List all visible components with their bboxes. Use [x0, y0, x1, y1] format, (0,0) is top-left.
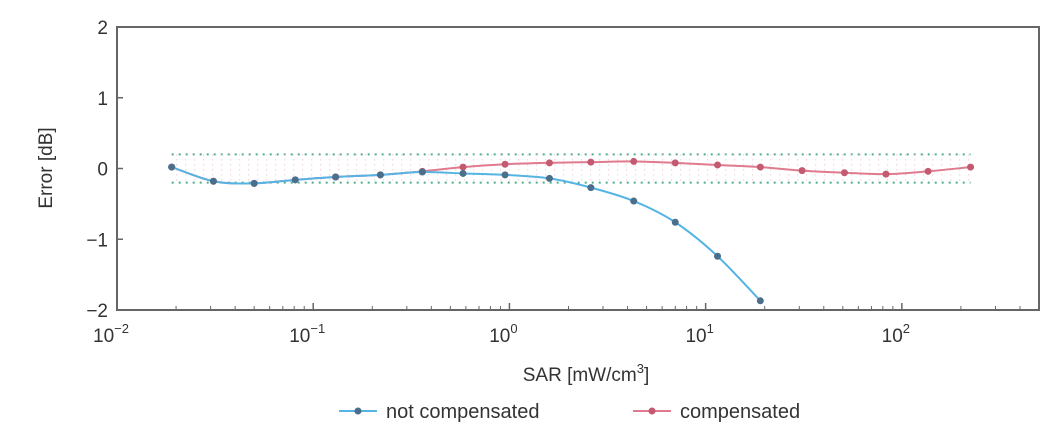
series-layer — [168, 157, 975, 305]
y-axis-label: Error [dB] — [36, 127, 57, 208]
data-point-not-compensated — [545, 174, 553, 182]
data-point-compensated — [459, 163, 467, 171]
data-point-not-compensated — [630, 197, 638, 205]
data-point-not-compensated — [209, 177, 217, 185]
legend: not compensated compensated — [339, 401, 800, 423]
data-point-not-compensated — [250, 179, 258, 187]
x-tick-label: 100 — [489, 321, 517, 347]
data-point-compensated — [587, 158, 595, 166]
x-tick-label: 10−1 — [289, 321, 325, 347]
data-point-not-compensated — [418, 168, 426, 176]
data-point-not-compensated — [459, 169, 467, 177]
x-tick-label: 101 — [685, 321, 713, 347]
data-point-compensated — [630, 157, 638, 165]
y-tick-label: 2 — [97, 18, 108, 39]
legend-label-compensated: compensated — [680, 401, 800, 423]
legend-label-not-compensated: not compensated — [386, 401, 539, 423]
legend-marker-compensated — [648, 407, 656, 415]
x-axis-label-sup: 3 — [637, 361, 644, 376]
data-point-compensated — [714, 161, 722, 169]
y-tick-label: −2 — [86, 301, 108, 322]
data-point-compensated — [882, 170, 890, 178]
data-point-compensated — [756, 163, 764, 171]
data-point-compensated — [967, 163, 975, 171]
y-tick-label: 1 — [97, 89, 108, 110]
data-point-not-compensated — [168, 163, 176, 171]
x-axis-label-main: SAR [mW/cm — [523, 365, 637, 386]
legend-marker-not-compensated — [354, 407, 362, 415]
data-point-compensated — [840, 169, 848, 177]
y-tick-label: 0 — [97, 160, 108, 181]
x-axis-label: SAR [mW/cm3] — [523, 361, 650, 386]
x-axis: 10−2 10−1 100 101 102 — [93, 303, 1040, 347]
data-point-not-compensated — [587, 184, 595, 192]
x-tick-label: 102 — [882, 321, 910, 347]
data-point-not-compensated — [376, 171, 384, 179]
plot-area — [116, 26, 1040, 311]
data-point-compensated — [545, 159, 553, 167]
data-point-compensated — [798, 167, 806, 175]
data-point-compensated — [924, 167, 932, 175]
data-point-not-compensated — [714, 252, 722, 260]
data-point-not-compensated — [501, 171, 509, 179]
data-point-not-compensated — [756, 297, 764, 305]
y-axis: 2 1 0 −1 −2 — [86, 18, 123, 322]
y-tick-label: −1 — [86, 230, 108, 251]
x-tick-label: 10−2 — [93, 321, 129, 347]
data-point-not-compensated — [332, 173, 340, 181]
data-point-not-compensated — [671, 218, 679, 226]
x-axis-label-tail: ] — [644, 365, 649, 386]
data-point-compensated — [671, 159, 679, 167]
data-point-not-compensated — [291, 176, 299, 184]
data-point-compensated — [501, 160, 509, 168]
